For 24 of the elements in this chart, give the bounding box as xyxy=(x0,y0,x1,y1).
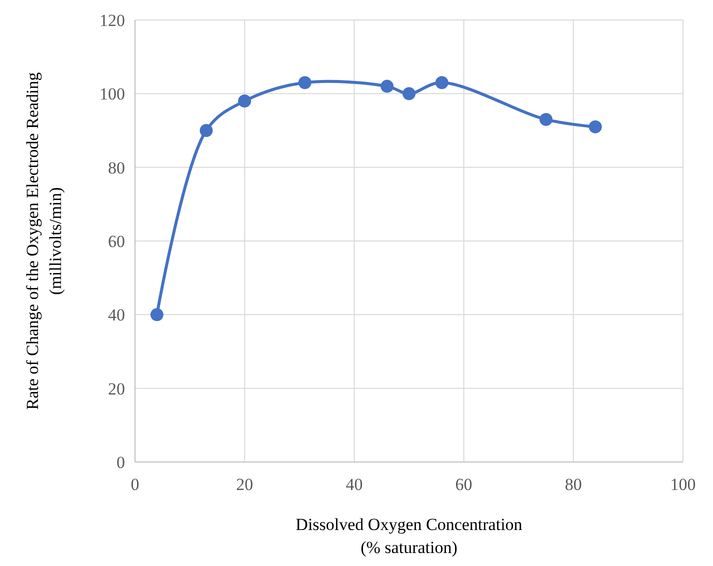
x-tick-label: 60 xyxy=(455,475,472,494)
point xyxy=(588,120,602,134)
point xyxy=(435,76,448,90)
y-tick-label: 20 xyxy=(108,379,125,398)
y-tick-label: 60 xyxy=(108,232,125,251)
x-tick-label: 40 xyxy=(346,475,363,494)
x-tick-label: 100 xyxy=(670,475,696,494)
y-tick-label: 0 xyxy=(116,452,125,472)
point xyxy=(540,112,552,126)
y-tick-label: 120 xyxy=(100,10,125,30)
point xyxy=(298,76,312,90)
y-axis-title: Rate of Change of the Oxygen Electrode Reading (millivolts/min) xyxy=(23,72,65,410)
x-tick-label: 20 xyxy=(236,475,254,494)
point xyxy=(402,87,416,100)
y-tick-label: 40 xyxy=(108,306,125,325)
point xyxy=(200,124,213,137)
y-tick-label: 100 xyxy=(100,84,125,104)
point xyxy=(150,308,164,322)
point xyxy=(380,80,394,93)
y-tick-label: 80 xyxy=(108,158,125,178)
x-tick-label: 80 xyxy=(564,475,582,494)
x-axis-title: Dissolved Oxygen Concentration (% saturation) xyxy=(296,515,523,557)
x-tick-label: 0 xyxy=(130,475,140,494)
point xyxy=(238,94,252,108)
